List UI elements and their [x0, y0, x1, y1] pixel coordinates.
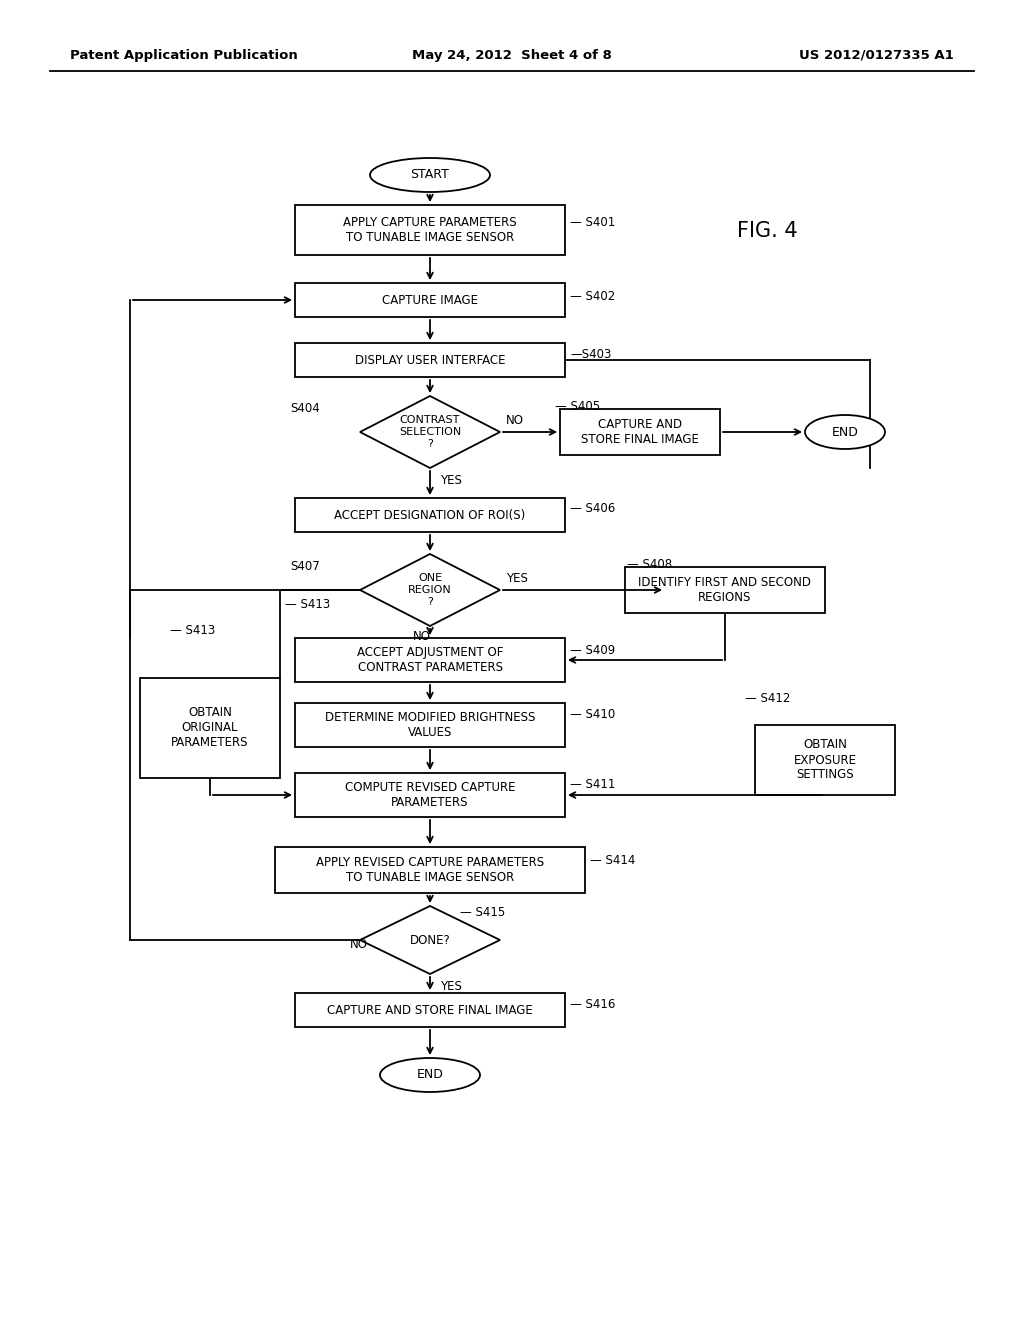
Text: DONE?: DONE?: [410, 933, 451, 946]
FancyBboxPatch shape: [295, 498, 565, 532]
Text: — S413: — S413: [285, 598, 331, 611]
FancyBboxPatch shape: [560, 409, 720, 455]
Polygon shape: [360, 396, 500, 469]
Text: OBTAIN
EXPOSURE
SETTINGS: OBTAIN EXPOSURE SETTINGS: [794, 738, 856, 781]
Text: — S406: — S406: [570, 503, 615, 516]
Text: US 2012/0127335 A1: US 2012/0127335 A1: [800, 49, 954, 62]
Text: — S409: — S409: [570, 644, 615, 656]
Text: — S416: — S416: [570, 998, 615, 1011]
FancyBboxPatch shape: [295, 638, 565, 682]
Text: NO: NO: [413, 630, 431, 643]
Text: — S412: — S412: [745, 693, 791, 705]
Text: — S405: — S405: [555, 400, 600, 412]
FancyBboxPatch shape: [295, 343, 565, 378]
Text: S404: S404: [290, 401, 319, 414]
FancyBboxPatch shape: [295, 774, 565, 817]
Text: ONE
REGION
?: ONE REGION ?: [409, 573, 452, 607]
Text: Patent Application Publication: Patent Application Publication: [70, 49, 298, 62]
Text: END: END: [417, 1068, 443, 1081]
Polygon shape: [360, 554, 500, 626]
Text: OBTAIN
ORIGINAL
PARAMETERS: OBTAIN ORIGINAL PARAMETERS: [171, 706, 249, 748]
Text: COMPUTE REVISED CAPTURE
PARAMETERS: COMPUTE REVISED CAPTURE PARAMETERS: [345, 781, 515, 809]
Ellipse shape: [805, 414, 885, 449]
Text: — S411: — S411: [570, 779, 615, 792]
FancyBboxPatch shape: [275, 847, 585, 894]
Text: ACCEPT DESIGNATION OF ROI(S): ACCEPT DESIGNATION OF ROI(S): [335, 508, 525, 521]
Text: YES: YES: [440, 979, 462, 993]
FancyBboxPatch shape: [295, 993, 565, 1027]
Text: — S408: — S408: [627, 557, 672, 570]
Text: — S413: — S413: [170, 623, 215, 636]
Text: — S402: — S402: [570, 289, 615, 302]
Text: APPLY CAPTURE PARAMETERS
TO TUNABLE IMAGE SENSOR: APPLY CAPTURE PARAMETERS TO TUNABLE IMAG…: [343, 216, 517, 244]
Text: NO: NO: [506, 413, 524, 426]
Text: END: END: [831, 425, 858, 438]
FancyBboxPatch shape: [625, 568, 825, 612]
FancyBboxPatch shape: [140, 677, 280, 777]
Text: YES: YES: [506, 572, 528, 585]
Text: CAPTURE AND
STORE FINAL IMAGE: CAPTURE AND STORE FINAL IMAGE: [581, 418, 699, 446]
Text: S407: S407: [290, 560, 319, 573]
Text: —S403: —S403: [570, 347, 611, 360]
Ellipse shape: [370, 158, 490, 191]
Text: CAPTURE IMAGE: CAPTURE IMAGE: [382, 293, 478, 306]
Polygon shape: [360, 906, 500, 974]
Text: IDENTIFY FIRST AND SECOND
REGIONS: IDENTIFY FIRST AND SECOND REGIONS: [639, 576, 811, 605]
Text: — S415: — S415: [460, 906, 505, 919]
Text: DETERMINE MODIFIED BRIGHTNESS
VALUES: DETERMINE MODIFIED BRIGHTNESS VALUES: [325, 711, 536, 739]
Text: CAPTURE AND STORE FINAL IMAGE: CAPTURE AND STORE FINAL IMAGE: [327, 1003, 532, 1016]
Text: ACCEPT ADJUSTMENT OF
CONTRAST PARAMETERS: ACCEPT ADJUSTMENT OF CONTRAST PARAMETERS: [356, 645, 503, 675]
Text: YES: YES: [440, 474, 462, 487]
FancyBboxPatch shape: [295, 704, 565, 747]
Text: — S401: — S401: [570, 215, 615, 228]
FancyBboxPatch shape: [295, 205, 565, 255]
Text: — S414: — S414: [590, 854, 635, 866]
Text: START: START: [411, 169, 450, 181]
Text: DISPLAY USER INTERFACE: DISPLAY USER INTERFACE: [354, 354, 505, 367]
Text: — S410: — S410: [570, 709, 615, 722]
Ellipse shape: [380, 1059, 480, 1092]
Text: APPLY REVISED CAPTURE PARAMETERS
TO TUNABLE IMAGE SENSOR: APPLY REVISED CAPTURE PARAMETERS TO TUNA…: [316, 855, 544, 884]
Text: FIG. 4: FIG. 4: [737, 220, 798, 242]
FancyBboxPatch shape: [295, 282, 565, 317]
FancyBboxPatch shape: [755, 725, 895, 795]
Text: NO: NO: [350, 939, 368, 952]
Text: CONTRAST
SELECTION
?: CONTRAST SELECTION ?: [399, 416, 461, 449]
Text: May 24, 2012  Sheet 4 of 8: May 24, 2012 Sheet 4 of 8: [412, 49, 612, 62]
